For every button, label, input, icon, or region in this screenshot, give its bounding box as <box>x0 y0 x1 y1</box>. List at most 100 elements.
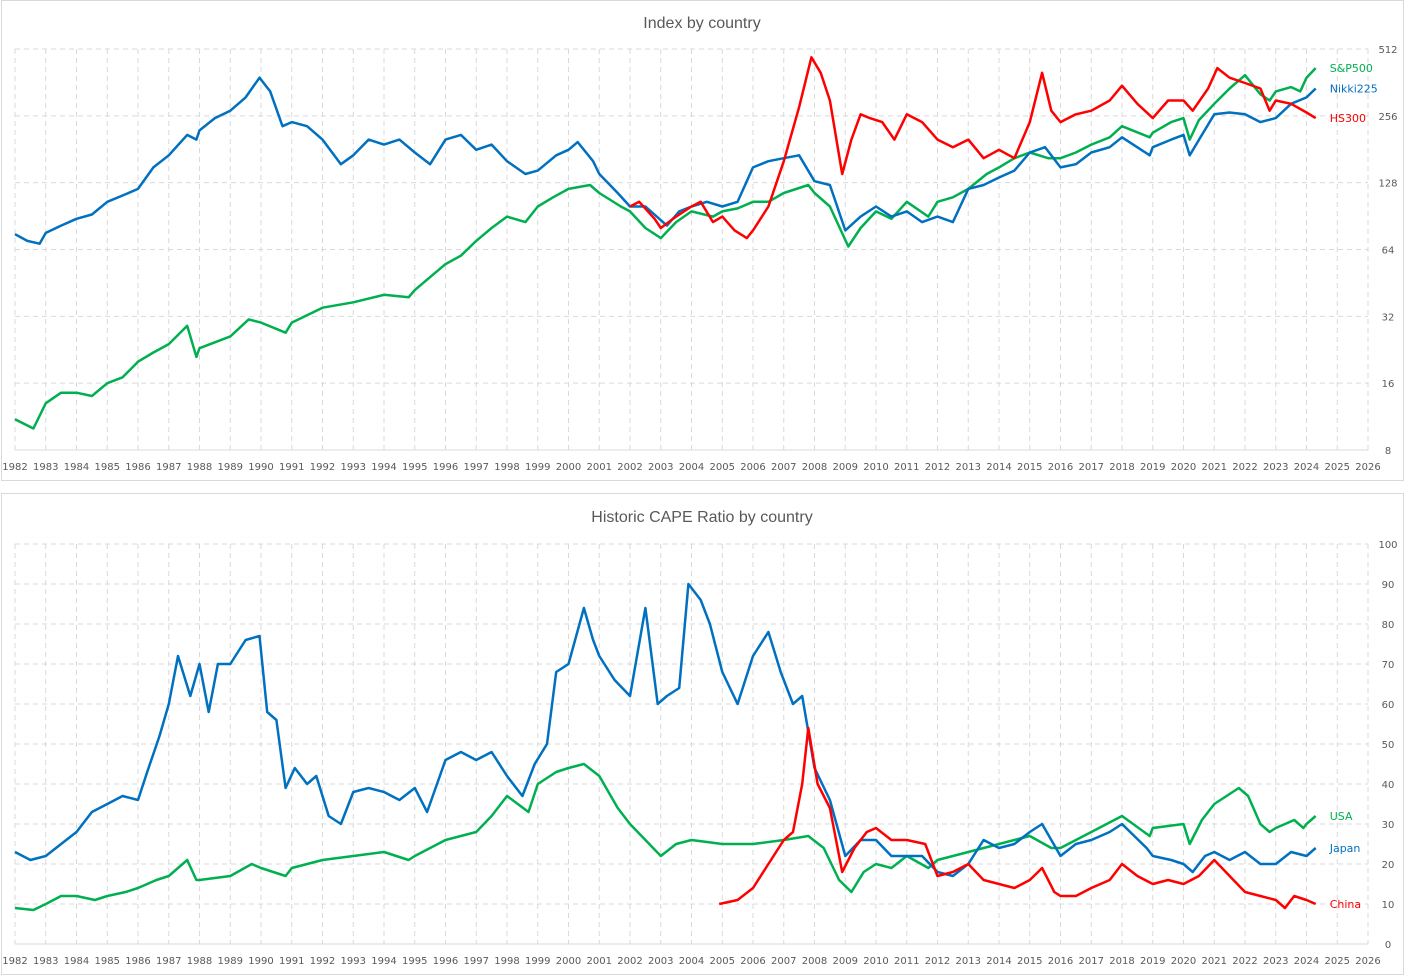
x-tick-label: 1993 <box>341 462 366 473</box>
x-tick-label: 1982 <box>2 956 27 967</box>
x-tick-label: 1987 <box>156 956 181 967</box>
x-tick-label: 2007 <box>771 956 796 967</box>
x-tick-label: 1999 <box>525 462 550 473</box>
x-tick-label: 2011 <box>894 462 919 473</box>
x-tick-label: 1988 <box>187 956 212 967</box>
y-tick-label: 30 <box>1382 820 1395 831</box>
x-tick-label: 1996 <box>433 462 458 473</box>
x-tick-label: 1991 <box>279 462 304 473</box>
x-tick-label: 1998 <box>494 462 519 473</box>
y-tick-label: 100 <box>1378 540 1397 551</box>
x-tick-label: 2021 <box>1202 462 1227 473</box>
x-tick-label: 2016 <box>1048 462 1073 473</box>
y-tick-label: 8 <box>1385 446 1391 457</box>
y-tick-label: 60 <box>1382 700 1395 711</box>
x-tick-label: 2012 <box>925 462 950 473</box>
x-tick-label: 2010 <box>863 462 888 473</box>
x-tick-label: 1984 <box>64 956 89 967</box>
x-tick-label: 2017 <box>1079 462 1104 473</box>
x-tick-label: 2011 <box>894 956 919 967</box>
x-tick-label: 2002 <box>617 462 642 473</box>
x-tick-label: 2001 <box>587 462 612 473</box>
x-tick-label: 2024 <box>1294 462 1319 473</box>
x-tick-label: 2006 <box>740 956 765 967</box>
series-label: HS300 <box>1330 112 1366 125</box>
x-tick-label: 1998 <box>494 956 519 967</box>
x-tick-label: 1996 <box>433 956 458 967</box>
series-line-hs300 <box>629 56 1317 240</box>
x-tick-label: 2008 <box>802 956 827 967</box>
series-label: Nikki225 <box>1330 82 1378 95</box>
y-tick-label: 512 <box>1378 45 1397 56</box>
x-tick-label: 1990 <box>248 956 273 967</box>
x-tick-label: 2016 <box>1048 956 1073 967</box>
x-tick-label: 2014 <box>986 462 1011 473</box>
y-tick-label: 64 <box>1382 246 1395 257</box>
series-line-china <box>718 726 1317 910</box>
x-tick-label: 2010 <box>863 956 888 967</box>
x-tick-label: 2019 <box>1140 462 1165 473</box>
x-tick-label: 1988 <box>187 462 212 473</box>
x-tick-label: 2025 <box>1325 956 1350 967</box>
x-tick-label: 2026 <box>1355 956 1380 967</box>
x-tick-label: 2007 <box>771 462 796 473</box>
x-tick-label: 1986 <box>125 956 150 967</box>
x-tick-label: 1999 <box>525 956 550 967</box>
y-tick-label: 70 <box>1382 660 1395 671</box>
y-tick-label: 16 <box>1382 379 1395 390</box>
x-tick-label: 2009 <box>833 462 858 473</box>
y-tick-label: 90 <box>1382 580 1395 591</box>
x-tick-label: 2013 <box>956 956 981 967</box>
series-label: China <box>1330 898 1361 911</box>
x-tick-label: 1982 <box>2 462 27 473</box>
y-tick-label: 40 <box>1382 780 1395 791</box>
chart-title: Index by country <box>643 15 760 32</box>
series-label: USA <box>1330 810 1353 823</box>
index-chart: Index by country 8 16 32 64 128 256 512 1982 1983… <box>2 15 1397 473</box>
x-tick-label: 2000 <box>556 462 581 473</box>
x-tick-label: 1994 <box>371 956 396 967</box>
y-tick-label: 256 <box>1378 112 1397 123</box>
x-tick-label: 1992 <box>310 956 335 967</box>
x-tick-label: 1990 <box>248 462 273 473</box>
chart-title: Historic CAPE Ratio by country <box>591 509 812 526</box>
x-tick-label: 2018 <box>1109 462 1134 473</box>
x-tick-label: 2023 <box>1263 462 1288 473</box>
x-tick-label: 2008 <box>802 462 827 473</box>
x-tick-label: 2006 <box>740 462 765 473</box>
x-tick-label: 2013 <box>956 462 981 473</box>
x-tick-label: 1992 <box>310 462 335 473</box>
x-tick-label: 2003 <box>648 462 673 473</box>
x-tick-label: 2004 <box>679 462 704 473</box>
x-tick-label: 1989 <box>218 956 243 967</box>
x-tick-label: 2022 <box>1232 956 1257 967</box>
x-tick-label: 1986 <box>125 462 150 473</box>
x-tick-label: 2000 <box>556 956 581 967</box>
x-tick-label: 1995 <box>402 462 427 473</box>
x-tick-label: 2014 <box>986 956 1011 967</box>
y-tick-label: 80 <box>1382 620 1395 631</box>
series-line-japan <box>14 582 1317 878</box>
series-label: Japan <box>1329 842 1361 855</box>
series-label: S&P500 <box>1330 62 1373 75</box>
x-tick-label: 2026 <box>1355 462 1380 473</box>
x-tick-label: 1993 <box>341 956 366 967</box>
x-tick-label: 1994 <box>371 462 396 473</box>
x-tick-label: 2005 <box>710 462 735 473</box>
x-tick-label: 2005 <box>710 956 735 967</box>
x-tick-label: 2002 <box>617 956 642 967</box>
y-tick-label: 50 <box>1382 740 1395 751</box>
index-chart-panel: Index by country 8 16 32 64 128 256 512 1982 1983… <box>1 0 1404 481</box>
x-tick-label: 2015 <box>1017 956 1042 967</box>
x-tick-label: 2004 <box>679 956 704 967</box>
x-tick-label: 2019 <box>1140 956 1165 967</box>
y-tick-label: 128 <box>1378 179 1397 190</box>
x-tick-label: 1997 <box>464 462 489 473</box>
y-tick-label: 20 <box>1382 860 1395 871</box>
x-tick-label: 2017 <box>1079 956 1104 967</box>
y-tick-label: 10 <box>1382 900 1395 911</box>
x-tick-label: 1991 <box>279 956 304 967</box>
x-tick-label: 1984 <box>64 462 89 473</box>
x-tick-label: 1989 <box>218 462 243 473</box>
x-tick-label: 1987 <box>156 462 181 473</box>
